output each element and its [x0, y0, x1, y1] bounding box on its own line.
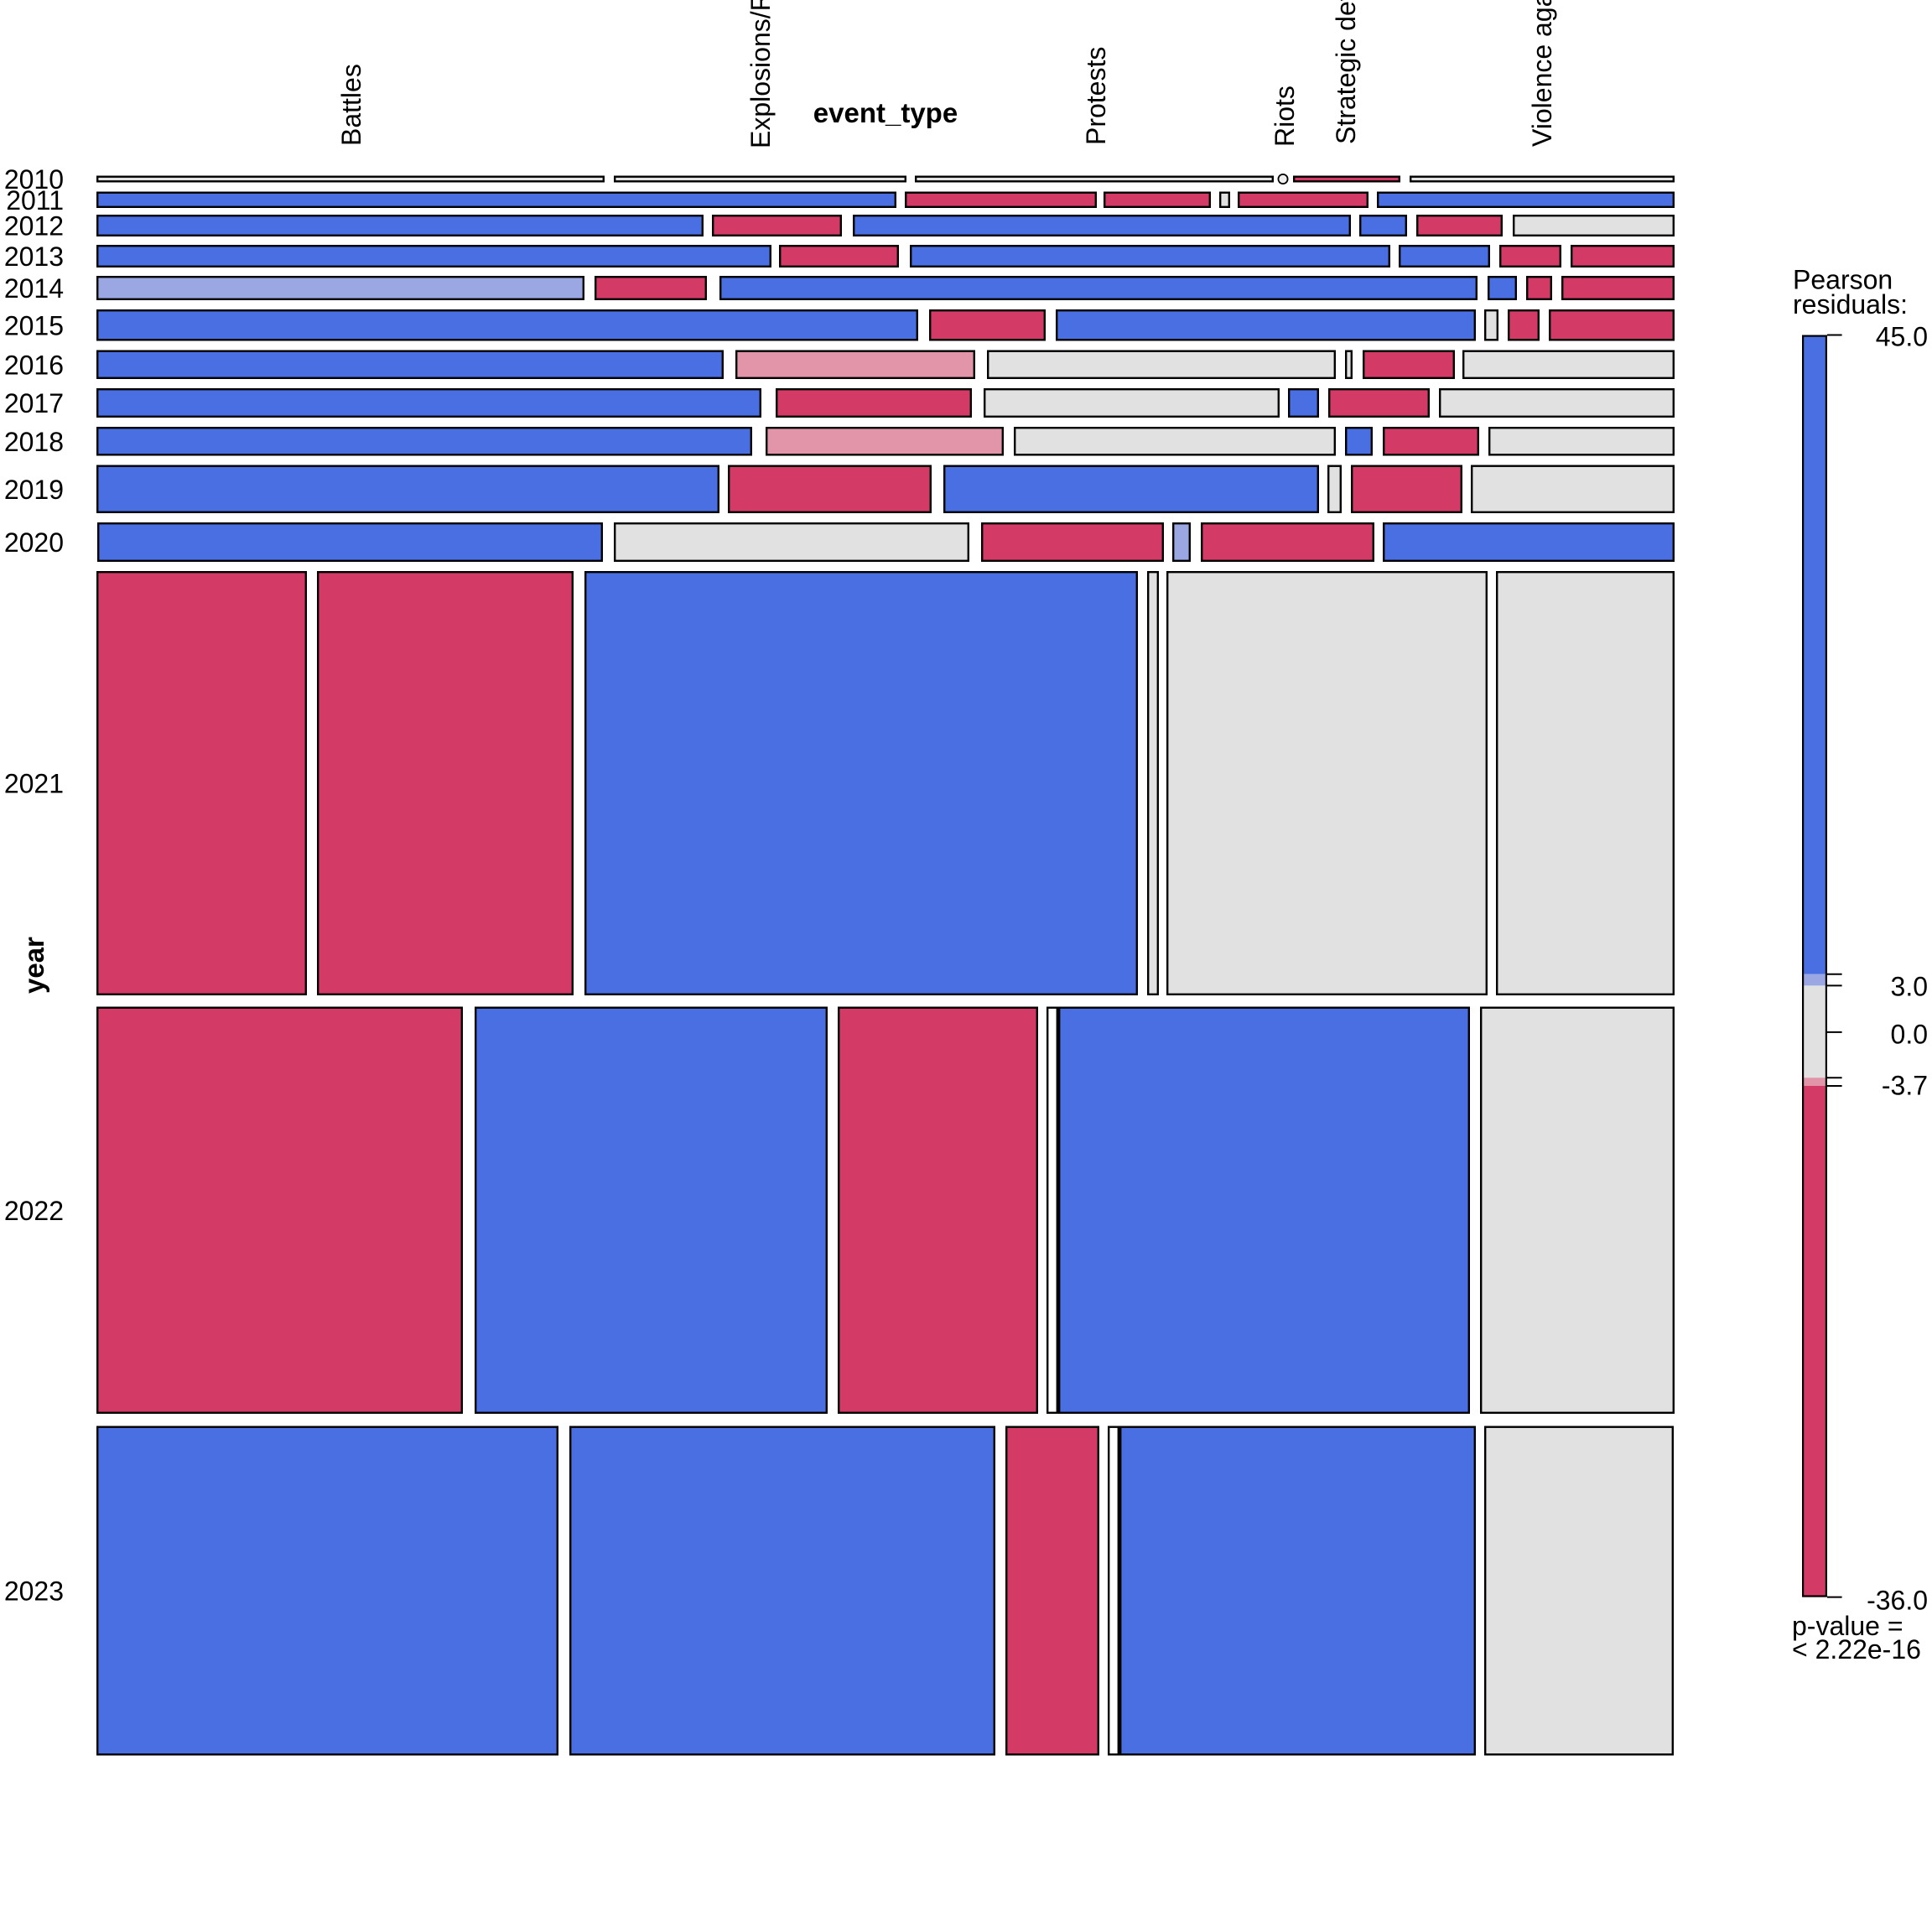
svg-text:2017: 2017	[4, 388, 64, 418]
svg-text:Strategic developments: Strategic developments	[1331, 0, 1361, 144]
svg-text:3.0: 3.0	[1891, 972, 1928, 1002]
svg-text:2018: 2018	[4, 427, 64, 457]
svg-text:Explosions/Remote violence: Explosions/Remote violence	[745, 0, 776, 148]
svg-text:-36.0: -36.0	[1867, 1586, 1928, 1616]
svg-text:2023: 2023	[4, 1576, 64, 1607]
svg-text:2010: 2010	[4, 164, 64, 195]
svg-text:2011: 2011	[6, 185, 64, 216]
svg-text:event_type: event_type	[813, 97, 958, 128]
svg-text:2014: 2014	[4, 273, 64, 304]
svg-text:45.0: 45.0	[1876, 322, 1928, 352]
svg-text:Violence against civilians: Violence against civilians	[1527, 0, 1557, 147]
svg-text:Protests: Protests	[1081, 47, 1111, 145]
svg-text:Battles: Battles	[336, 64, 366, 146]
svg-text:2015: 2015	[4, 310, 64, 340]
svg-text:2012: 2012	[4, 211, 64, 242]
svg-text:-3.7: -3.7	[1882, 1071, 1928, 1101]
svg-text:Riots: Riots	[1270, 86, 1300, 147]
svg-text:2020: 2020	[4, 527, 64, 558]
svg-text:year: year	[18, 937, 49, 994]
svg-text:2016: 2016	[4, 350, 64, 380]
svg-text:0.0: 0.0	[1891, 1020, 1928, 1050]
svg-text:2013: 2013	[4, 242, 64, 272]
svg-text:2021: 2021	[4, 769, 64, 799]
svg-text:< 2.22e-16: < 2.22e-16	[1792, 1634, 1921, 1665]
svg-text:residuals:: residuals:	[1793, 289, 1908, 319]
svg-text:p-value =: p-value =	[1792, 1611, 1903, 1641]
svg-text:2019: 2019	[4, 475, 64, 505]
svg-text:2022: 2022	[4, 1196, 64, 1226]
svg-text:Pearson: Pearson	[1793, 265, 1893, 295]
